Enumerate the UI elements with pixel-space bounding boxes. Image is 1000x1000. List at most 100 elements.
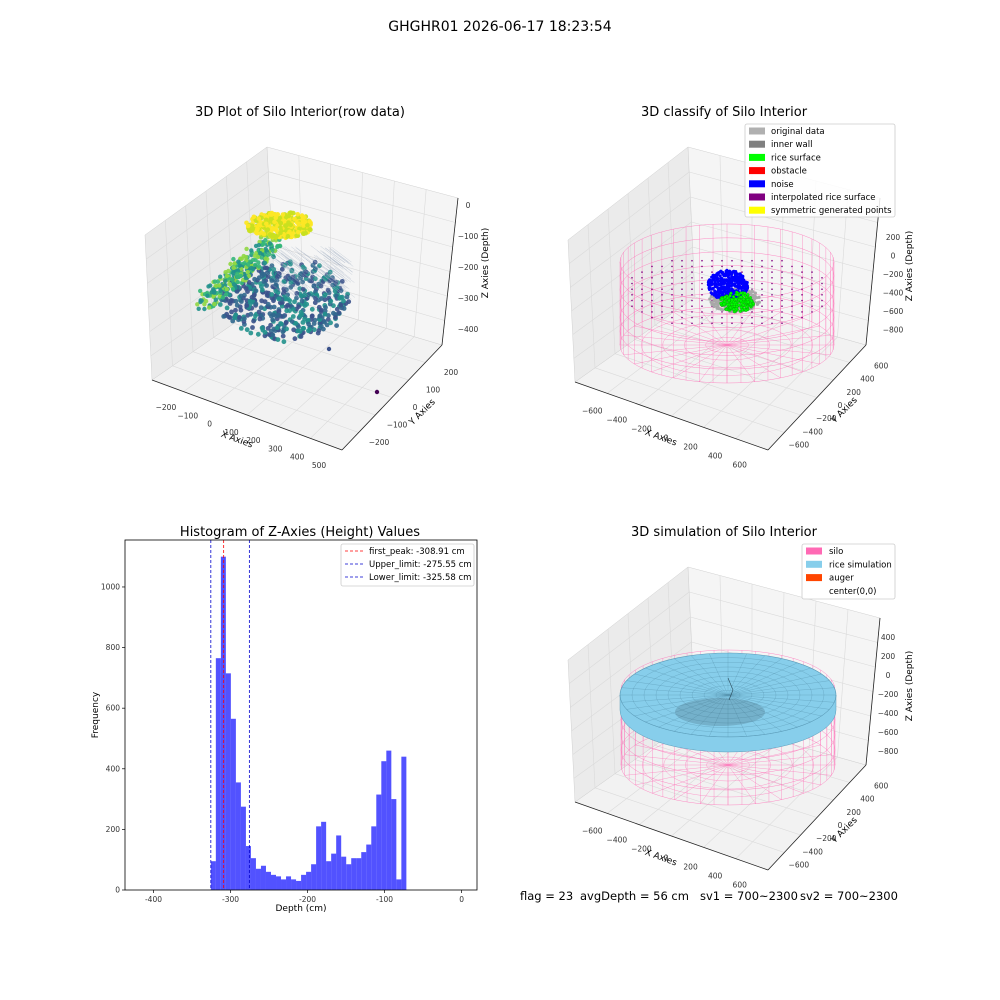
classify-interpolated-point — [781, 294, 783, 296]
raw-point — [297, 313, 303, 319]
classify-interpolated-point — [721, 311, 723, 313]
raw-point — [317, 317, 323, 323]
raw-x-tick: 200 — [246, 436, 261, 445]
classify-interpolated-point — [671, 288, 673, 291]
classify-x-tick: −400 — [607, 416, 628, 425]
raw-point — [275, 212, 281, 217]
histogram-bar — [270, 874, 276, 890]
classify-interpolated-point — [681, 299, 683, 302]
histogram-bar — [396, 879, 402, 890]
raw-point — [258, 250, 263, 256]
classify-interpolated-point — [801, 294, 803, 296]
classify-rice-point — [722, 302, 726, 306]
classify-interpolated-point — [651, 282, 653, 285]
classify-legend-swatch — [749, 167, 765, 175]
classify-rice-point — [745, 305, 749, 309]
classify-interpolated-point — [671, 277, 673, 279]
raw-point — [295, 212, 301, 217]
classify-x-tick: −200 — [631, 425, 652, 434]
classify-interpolated-point — [661, 316, 663, 319]
raw-streak — [280, 253, 301, 269]
raw-streak — [331, 246, 352, 263]
classify-interpolated-point — [741, 265, 743, 268]
classify-interpolated-point — [731, 316, 733, 319]
raw-point — [285, 296, 291, 302]
classify-interpolated-point — [691, 322, 693, 325]
histogram-bar — [311, 864, 317, 890]
classify-rice-point — [744, 308, 748, 312]
classify-interpolated-point — [701, 294, 703, 296]
raw-point — [281, 290, 287, 295]
raw-point — [283, 304, 289, 310]
classify-noise-point — [723, 281, 727, 285]
raw-y-tick: 100 — [426, 385, 441, 394]
classify-noise-point — [740, 279, 744, 283]
classify-interpolated-point — [701, 282, 703, 285]
classify-interpolated-point — [711, 271, 713, 273]
raw-streak — [280, 249, 301, 266]
classify-noise-point — [745, 284, 749, 288]
raw-point — [198, 299, 203, 305]
classify-legend-swatch — [749, 140, 765, 148]
raw-point — [265, 274, 271, 279]
classify-noise-point — [716, 280, 720, 284]
simulation-silo-spoke — [624, 754, 729, 766]
raw-point — [233, 312, 239, 318]
classify-interpolated-point — [751, 277, 753, 279]
raw-point — [278, 225, 283, 230]
raw-point — [271, 267, 277, 272]
simulation-rice-mesh-spoke — [645, 667, 729, 696]
classify-interpolated-point — [771, 294, 773, 296]
classify-interpolated-point — [671, 265, 673, 268]
classify-noise-point — [730, 274, 734, 278]
classify-noise-point — [713, 282, 717, 286]
raw-point — [271, 304, 277, 310]
raw-streak — [277, 260, 298, 276]
classify-rice-point — [732, 302, 736, 306]
raw-point — [272, 219, 277, 225]
simulation-grid — [837, 609, 849, 758]
classify-original-point — [751, 290, 755, 294]
histogram-bar — [316, 826, 322, 890]
simulation-xlabel: X Axies — [643, 848, 678, 869]
classify-silo-floor-ring — [683, 329, 771, 361]
classify-interpolated-point — [681, 322, 683, 325]
classify-noise-point — [715, 296, 719, 299]
classify-legend-label: symmetric generated points — [771, 206, 892, 216]
simulation-legend-frame — [801, 543, 896, 600]
classify-interpolated-point — [761, 288, 763, 291]
raw-point — [256, 275, 262, 281]
classify-noise-point — [733, 271, 737, 275]
raw-streak — [266, 264, 287, 280]
simulation-rice-mesh-spoke — [727, 694, 798, 728]
raw-point — [328, 298, 334, 304]
classify-legend-label: interpolated rice surface — [771, 193, 876, 203]
simulation-tick-labels: −600−400−2000200400600−600−400−200020040… — [582, 633, 899, 890]
classify-noise-point — [733, 274, 737, 278]
raw-streak — [319, 250, 341, 266]
raw-point — [274, 325, 280, 331]
raw-point — [300, 320, 306, 325]
classify-noise-point — [720, 287, 724, 291]
raw-point — [234, 289, 240, 294]
classify-interpolated-point — [771, 316, 773, 319]
classify-interpolated-point — [701, 259, 703, 262]
classify-interpolated-point — [791, 265, 793, 268]
classify-interpolated-point — [691, 294, 693, 296]
simulation-rice-mesh-spoke — [690, 655, 729, 696]
classify-original-point — [754, 296, 759, 300]
histogram-y-tick-label: 0 — [115, 886, 120, 895]
flag-text: flag = 23 — [520, 889, 573, 903]
raw-streak — [314, 278, 335, 294]
histogram-x-tick-label: -400 — [145, 895, 162, 904]
raw-streak — [313, 254, 334, 271]
classify-interpolated-point — [801, 271, 803, 273]
classify-interpolated-point — [651, 271, 653, 273]
histogram-bar — [346, 864, 352, 890]
classify-interpolated-point — [801, 305, 803, 308]
raw-streak — [312, 270, 333, 286]
raw-point — [338, 303, 344, 308]
histogram-xlabel: Depth (cm) — [275, 904, 326, 914]
classify-noise-point — [724, 278, 728, 282]
